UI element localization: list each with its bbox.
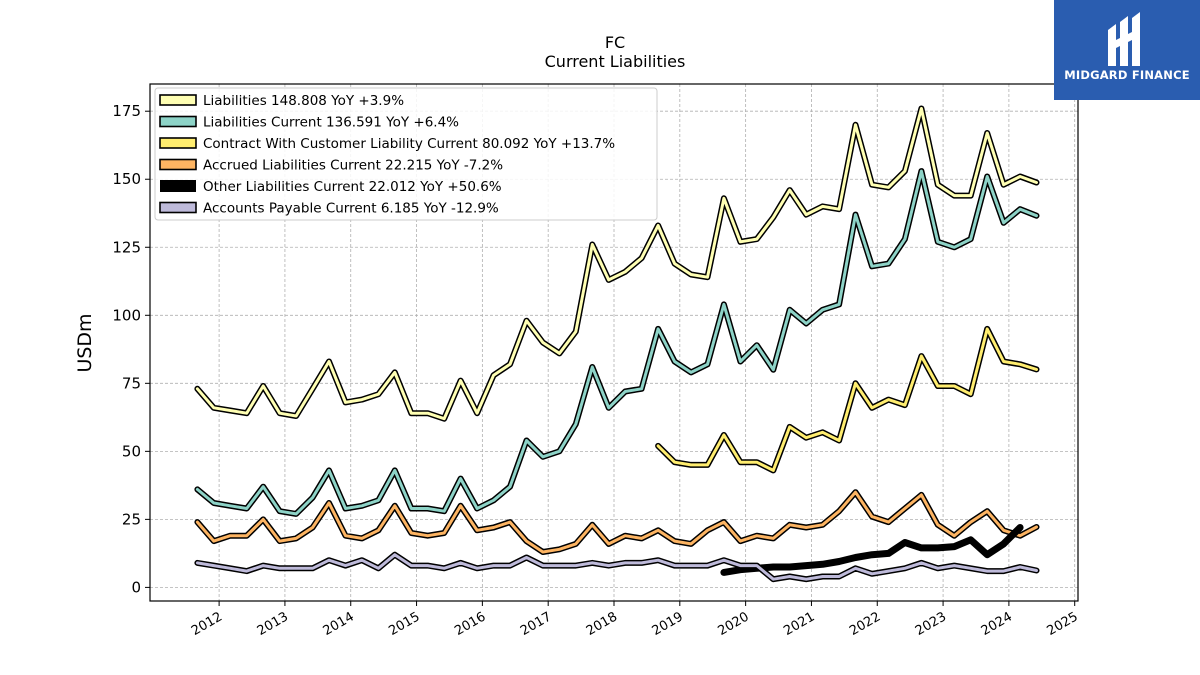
x-tick-label: 2020	[715, 609, 751, 639]
legend-label: Liabilities Current 136.591 YoY +6.4%	[203, 115, 459, 131]
legend-swatch	[160, 180, 196, 192]
legend-swatch	[159, 158, 197, 171]
y-tick-label: 0	[131, 578, 141, 596]
series-lines	[194, 105, 1040, 583]
y-tick-label: 125	[112, 238, 141, 256]
legend-swatch	[159, 137, 197, 149]
legend-label: Other Liabilities Current 22.012 YoY +50…	[203, 179, 502, 195]
logo-text: MIDGARD FINANCE	[1064, 68, 1190, 82]
legend: Liabilities 148.808 YoY +3.9% Liabilities…	[154, 87, 658, 221]
series-outline	[194, 168, 1040, 517]
series-line	[656, 327, 1038, 472]
series-line	[195, 169, 1038, 516]
x-tick-label: 2018	[584, 609, 620, 639]
y-tick-label: 75	[122, 374, 141, 392]
x-tick-label: 2019	[650, 609, 686, 639]
x-axis-ticks: 2012 2013 2014 2015 2016 2017 2018 2019 2020 2021…	[189, 601, 1081, 639]
x-tick-label: 2024	[979, 609, 1015, 639]
brand-logo: MIDGARD FINANCE	[1054, 0, 1200, 100]
y-tick-label: 100	[112, 306, 141, 324]
legend-label: Liabilities 148.808 YoY +3.9%	[203, 93, 404, 109]
y-axis-label: USDm	[74, 313, 96, 372]
x-tick-label: 2012	[189, 609, 225, 639]
y-axis-ticks: 0 25 50 75 100 125 150 175	[112, 102, 150, 596]
x-tick-label: 2023	[913, 609, 949, 639]
x-tick-label: 2025	[1045, 609, 1081, 639]
x-tick-label: 2015	[386, 609, 422, 639]
logo-mark-icon	[1108, 12, 1140, 66]
chart-title: FC	[605, 33, 625, 52]
x-tick-label: 2013	[255, 609, 291, 639]
series-line	[195, 490, 1038, 554]
x-tick-label: 2017	[518, 609, 554, 639]
series-line	[195, 107, 1038, 421]
legend-swatch	[159, 115, 197, 128]
x-tick-label: 2021	[781, 609, 817, 639]
x-tick-label: 2016	[452, 609, 488, 639]
legend-label: Contract With Customer Liability Current…	[203, 136, 615, 152]
legend-label: Accrued Liabilities Current 22.215 YoY -…	[203, 158, 503, 174]
x-tick-label: 2022	[847, 609, 883, 639]
y-tick-label: 50	[122, 442, 141, 460]
legend-swatch	[159, 94, 197, 106]
legend-swatch	[159, 201, 197, 214]
y-tick-label: 150	[112, 170, 141, 188]
x-tick-label: 2014	[321, 609, 357, 639]
series-line	[195, 553, 1038, 581]
legend-box	[154, 87, 658, 221]
legend-label: Accounts Payable Current 6.185 YoY -12.9…	[203, 201, 499, 217]
y-tick-label: 175	[112, 102, 141, 120]
y-tick-label: 25	[122, 510, 141, 528]
series-line	[720, 524, 1024, 576]
chart-subtitle: Current Liabilities	[545, 52, 686, 71]
